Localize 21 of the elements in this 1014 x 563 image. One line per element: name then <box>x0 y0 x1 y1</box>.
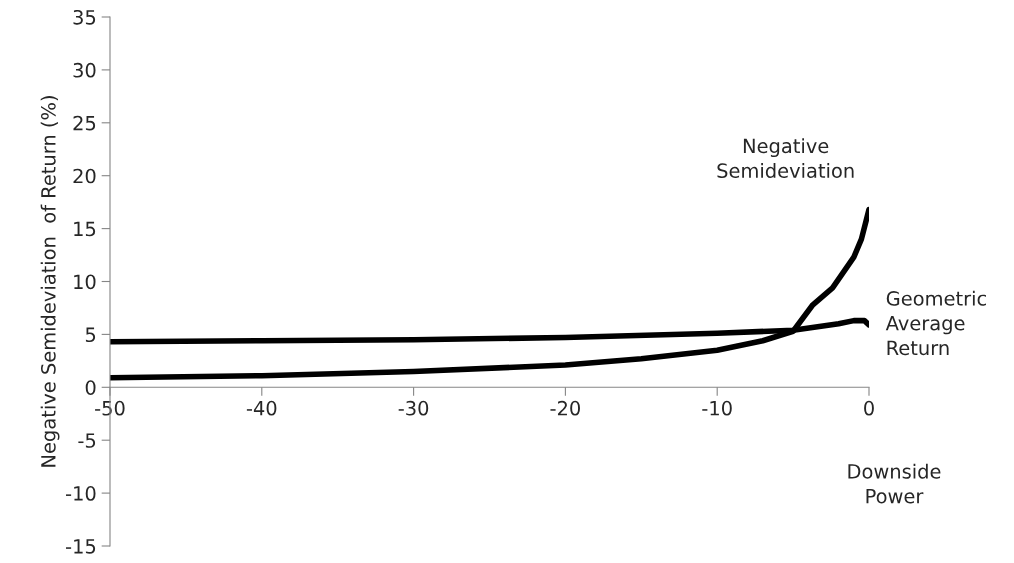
x-tick-label: 0 <box>864 400 874 416</box>
x-tick-label: -20 <box>550 400 580 416</box>
y-tick-label: 25 <box>73 115 96 131</box>
y-tick-label: 30 <box>73 62 96 78</box>
x-tick-label: -40 <box>246 400 277 416</box>
x-tick-label: -10 <box>702 400 732 416</box>
y-tick-label: 0 <box>85 380 96 395</box>
y-tick-label: -5 <box>78 433 96 448</box>
y-tick-label: 5 <box>85 327 96 343</box>
x-tick-label: -50 <box>95 400 125 416</box>
y-tick-label: 15 <box>74 221 96 237</box>
y-tick-label: 35 <box>73 9 96 25</box>
y-tick-label: 20 <box>73 168 96 184</box>
y-tick-label: 10 <box>74 274 96 290</box>
y-tick-label: -15 <box>66 539 96 554</box>
x-axis-title: Downside Power <box>848 463 941 504</box>
series-label: Negative Semideviation <box>717 138 854 179</box>
y-tick-label: -10 <box>66 486 96 501</box>
series-label: Geometric Average Return <box>885 290 986 356</box>
x-tick-label: -30 <box>398 400 429 416</box>
y-axis-title: Negative Semideviation of Return (%) <box>40 96 60 467</box>
